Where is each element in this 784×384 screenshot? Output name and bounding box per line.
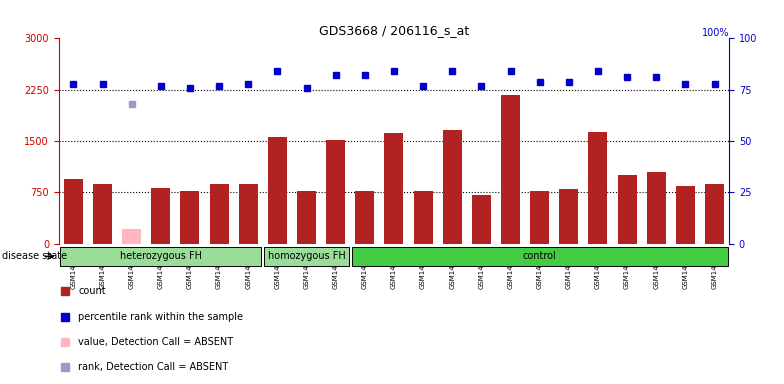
Bar	[530, 191, 549, 244]
Bar	[384, 133, 404, 244]
Text: percentile rank within the sample: percentile rank within the sample	[78, 311, 243, 321]
Bar	[297, 191, 316, 244]
Text: homozygous FH: homozygous FH	[267, 251, 346, 262]
Bar	[647, 172, 666, 244]
Bar	[355, 191, 374, 244]
Bar	[268, 137, 287, 244]
Bar	[559, 189, 579, 244]
Bar	[93, 184, 112, 244]
Bar	[472, 195, 491, 244]
Bar	[151, 188, 170, 244]
Bar	[676, 185, 695, 244]
Bar	[209, 184, 229, 244]
Bar	[618, 175, 637, 244]
Bar	[239, 184, 258, 244]
Text: value, Detection Call = ABSENT: value, Detection Call = ABSENT	[78, 337, 234, 347]
Text: heterozygous FH: heterozygous FH	[120, 251, 201, 262]
Bar	[122, 229, 141, 244]
Bar	[501, 95, 520, 244]
Title: GDS3668 / 206116_s_at: GDS3668 / 206116_s_at	[319, 24, 469, 37]
Text: control: control	[523, 251, 557, 262]
Bar	[443, 130, 462, 244]
FancyBboxPatch shape	[352, 247, 728, 266]
Text: disease state: disease state	[2, 251, 67, 262]
Bar	[326, 141, 345, 244]
Bar	[414, 191, 433, 244]
Bar	[705, 184, 724, 244]
FancyBboxPatch shape	[264, 247, 349, 266]
Text: count: count	[78, 286, 106, 296]
FancyBboxPatch shape	[60, 247, 261, 266]
Text: 100%: 100%	[702, 28, 729, 38]
Bar	[589, 132, 608, 244]
Bar	[64, 179, 83, 244]
Text: rank, Detection Call = ABSENT: rank, Detection Call = ABSENT	[78, 362, 229, 372]
Bar	[180, 191, 199, 244]
